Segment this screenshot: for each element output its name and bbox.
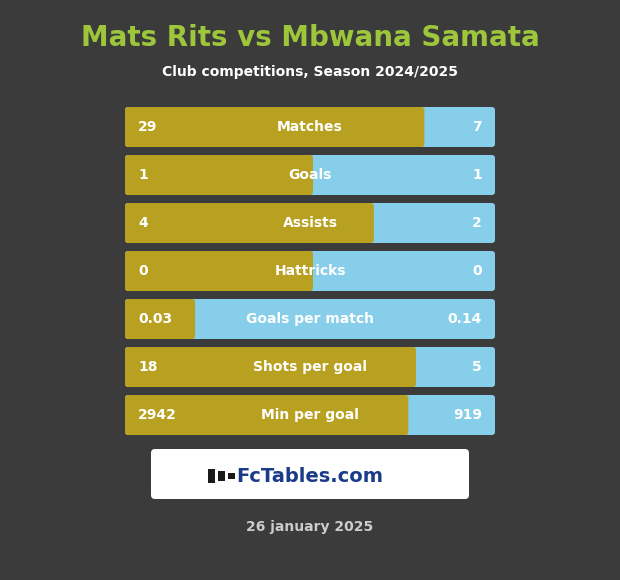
- Text: 7: 7: [472, 120, 482, 134]
- FancyBboxPatch shape: [125, 251, 495, 291]
- Text: 29: 29: [138, 120, 157, 134]
- Text: 0: 0: [472, 264, 482, 278]
- FancyBboxPatch shape: [125, 203, 374, 243]
- Text: Min per goal: Min per goal: [261, 408, 359, 422]
- Text: 5: 5: [472, 360, 482, 374]
- FancyBboxPatch shape: [125, 251, 313, 291]
- Text: Matches: Matches: [277, 120, 343, 134]
- FancyBboxPatch shape: [125, 155, 495, 195]
- Text: 919: 919: [453, 408, 482, 422]
- Text: Shots per goal: Shots per goal: [253, 360, 367, 374]
- Text: 1: 1: [472, 168, 482, 182]
- Text: 0.03: 0.03: [138, 312, 172, 326]
- Text: Goals per match: Goals per match: [246, 312, 374, 326]
- Text: 2942: 2942: [138, 408, 177, 422]
- Bar: [218, 471, 225, 481]
- FancyBboxPatch shape: [125, 155, 313, 195]
- Text: Club competitions, Season 2024/2025: Club competitions, Season 2024/2025: [162, 65, 458, 79]
- FancyBboxPatch shape: [125, 347, 416, 387]
- FancyBboxPatch shape: [125, 299, 195, 339]
- Text: 18: 18: [138, 360, 157, 374]
- FancyBboxPatch shape: [125, 107, 495, 147]
- Text: 26 january 2025: 26 january 2025: [246, 520, 374, 534]
- FancyBboxPatch shape: [125, 107, 424, 147]
- Text: Hattricks: Hattricks: [274, 264, 346, 278]
- Text: 4: 4: [138, 216, 148, 230]
- Text: 2: 2: [472, 216, 482, 230]
- FancyBboxPatch shape: [151, 449, 469, 499]
- Text: Assists: Assists: [283, 216, 337, 230]
- FancyBboxPatch shape: [125, 203, 495, 243]
- Text: 0.14: 0.14: [448, 312, 482, 326]
- FancyBboxPatch shape: [125, 347, 495, 387]
- FancyBboxPatch shape: [125, 395, 495, 435]
- Text: 1: 1: [138, 168, 148, 182]
- Text: Mats Rits vs Mbwana Samata: Mats Rits vs Mbwana Samata: [81, 24, 539, 52]
- Bar: [208, 469, 215, 483]
- FancyBboxPatch shape: [125, 395, 409, 435]
- FancyBboxPatch shape: [125, 299, 495, 339]
- Text: Goals: Goals: [288, 168, 332, 182]
- Text: FcTables.com: FcTables.com: [236, 466, 384, 485]
- Text: 0: 0: [138, 264, 148, 278]
- Bar: [228, 473, 235, 479]
